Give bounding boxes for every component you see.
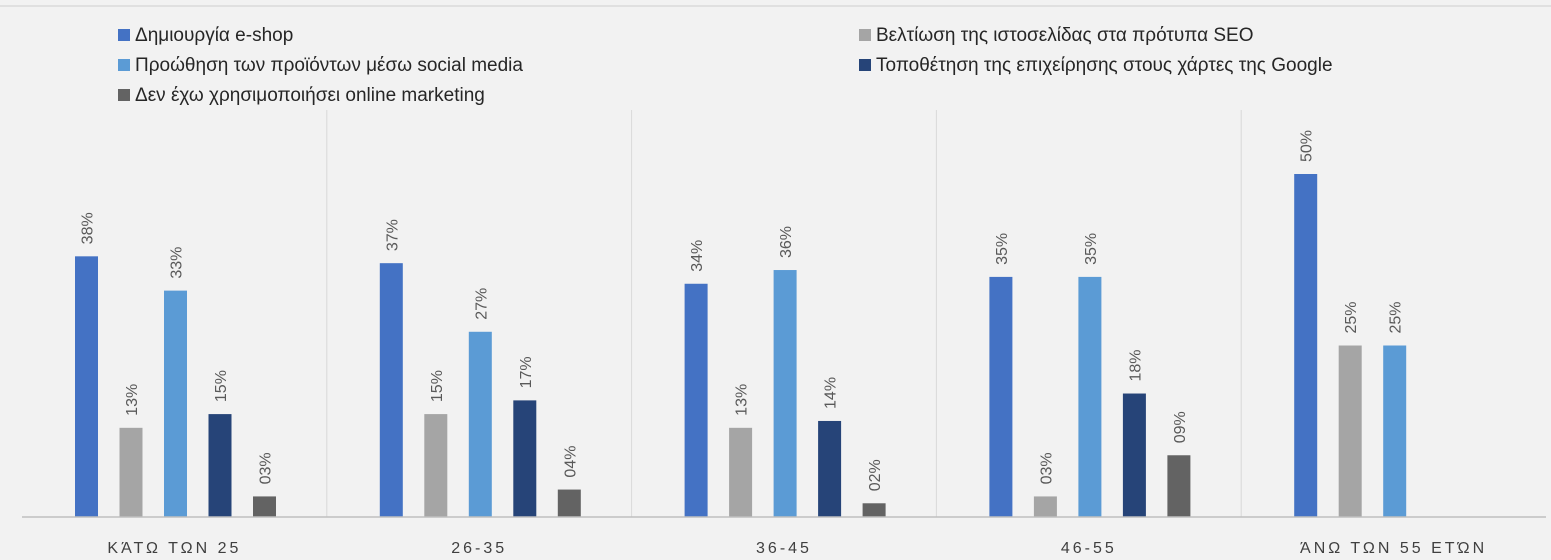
legend-swatch-2 — [118, 59, 130, 71]
bar-0-4 — [253, 496, 276, 517]
value-labels: 38% 13% 33% 15% 03% 37% 15% 27% 17% 04% 34% 13% 36% 1… — [80, 130, 1405, 491]
category-dividers — [326, 110, 1242, 517]
category-label-2: 36-45 — [756, 540, 812, 557]
legend-swatch-4 — [118, 89, 130, 101]
bar-4-0 — [1294, 174, 1318, 517]
value-label-1-1: 15% — [429, 370, 446, 402]
value-label-1-0: 37% — [384, 219, 401, 251]
legend-swatch-3 — [859, 59, 871, 71]
value-label-0-1: 13% — [124, 384, 141, 416]
value-label-2-2: 36% — [778, 226, 795, 258]
legend-label-1: Βελτίωση της ιστοσελίδας στα πρότυπα SEO — [876, 25, 1254, 46]
category-label-4: ΆΝΩ ΤΩΝ 55 ΕΤΏΝ — [1300, 540, 1487, 557]
value-label-0-3: 15% — [213, 370, 230, 402]
bar-0-2 — [164, 290, 187, 517]
legend-label-0: Δημιουργία e-shop — [135, 25, 293, 46]
value-label-1-4: 04% — [562, 446, 579, 478]
legend-label-3: Τοποθέτηση της επιχείρησης στους χάρτες … — [876, 55, 1333, 76]
value-label-2-0: 34% — [689, 240, 706, 272]
bar-2-1 — [729, 427, 753, 517]
bar-3-2 — [1078, 276, 1102, 517]
bar-1-2 — [468, 331, 492, 517]
value-label-3-2: 35% — [1083, 233, 1100, 265]
bar-2-0 — [684, 283, 708, 517]
category-label-3: 46-55 — [1061, 540, 1117, 557]
bar-1-4 — [557, 489, 581, 517]
category-label-0: ΚΆΤΩ ΤΩΝ 25 — [107, 540, 241, 557]
value-label-3-0: 35% — [994, 233, 1011, 265]
value-label-3-1: 03% — [1038, 452, 1055, 484]
bar-1-3 — [513, 400, 537, 517]
value-label-3-3: 18% — [1127, 349, 1144, 381]
value-label-4-1: 25% — [1343, 301, 1360, 333]
bar-0-0 — [75, 256, 98, 517]
bar-0-3 — [208, 414, 232, 517]
bar-2-2 — [773, 270, 797, 517]
bar-3-1 — [1033, 496, 1057, 517]
bars — [75, 174, 1407, 517]
category-labels: ΚΆΤΩ ΤΩΝ 25 26-35 36-45 46-55 ΆΝΩ ΤΩΝ 55 ΕΤΏ… — [107, 540, 1487, 557]
bar-4-1 — [1338, 345, 1362, 517]
bar-1-1 — [424, 414, 448, 517]
value-label-0-4: 03% — [258, 452, 275, 484]
value-label-3-4: 09% — [1172, 411, 1189, 443]
value-label-2-1: 13% — [734, 384, 751, 416]
value-label-2-3: 14% — [823, 377, 840, 409]
legend-swatch-1 — [859, 29, 871, 41]
value-label-0-0: 38% — [80, 212, 97, 244]
bar-3-0 — [989, 276, 1013, 517]
value-label-4-0: 50% — [1299, 130, 1316, 162]
bar-2-4 — [862, 503, 886, 517]
bar-3-3 — [1122, 393, 1146, 517]
bar-3-4 — [1167, 455, 1191, 517]
bar-2-3 — [818, 420, 842, 517]
legend: Δημιουργία e-shop Βελτίωση της ιστοσελίδα… — [118, 25, 1333, 106]
value-label-0-2: 33% — [169, 247, 186, 279]
value-label-1-2: 27% — [473, 288, 490, 320]
value-label-2-4: 02% — [867, 459, 884, 491]
legend-label-2: Προώθηση των προϊόντων μέσω social media — [135, 55, 523, 76]
value-label-1-3: 17% — [518, 356, 535, 388]
bar-4-2 — [1383, 345, 1407, 517]
bar-1-0 — [379, 263, 403, 517]
legend-swatch-0 — [118, 29, 130, 41]
category-label-1: 26-35 — [451, 540, 507, 557]
legend-label-4: Δεν έχω χρησιμοποιήσει online marketing — [135, 85, 485, 106]
bar-0-1 — [119, 427, 143, 517]
value-label-4-2: 25% — [1388, 301, 1405, 333]
